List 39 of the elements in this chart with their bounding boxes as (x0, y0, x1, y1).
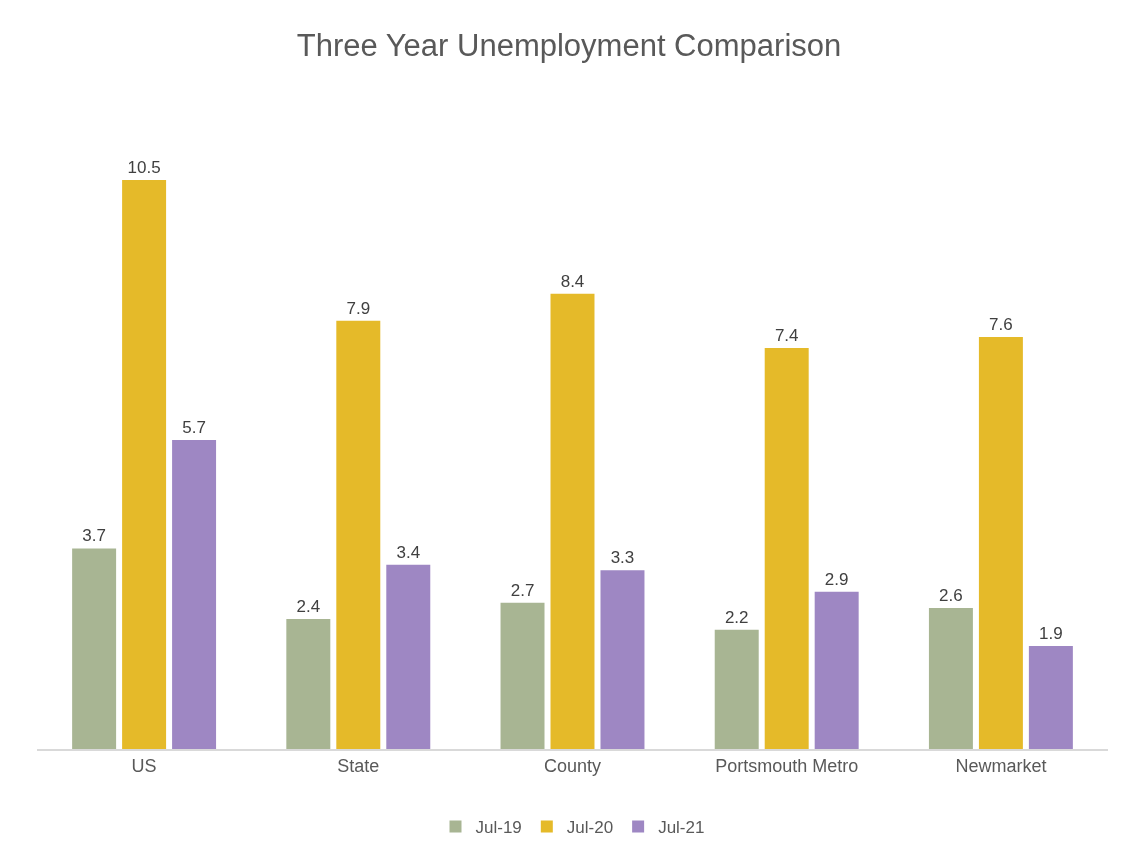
legend-label: Jul-21 (658, 818, 705, 838)
chart-title: Three Year Unemployment Comparison (296, 28, 842, 64)
x-tick-label: Newmarket (955, 756, 1047, 777)
bar (336, 320, 381, 749)
bar (978, 337, 1023, 749)
bar (1028, 646, 1073, 749)
x-tick-label: Portsmouth Metro (715, 756, 859, 777)
x-tick-label: US (131, 756, 157, 777)
bar (286, 618, 331, 749)
data-label: 7.9 (346, 298, 371, 318)
data-label: 10.5 (127, 157, 161, 177)
data-label: 3.3 (610, 548, 635, 568)
bar (814, 591, 859, 749)
data-label: 2.4 (296, 596, 321, 616)
bar (714, 629, 759, 749)
data-label: 2.7 (510, 580, 535, 600)
data-label: 1.9 (1039, 624, 1063, 644)
bar (386, 564, 431, 749)
bar (600, 570, 645, 749)
bar (764, 347, 809, 749)
data-label: 2.2 (724, 607, 749, 627)
legend-label: Jul-19 (475, 818, 522, 838)
bar (172, 440, 217, 749)
data-label: 8.4 (560, 271, 585, 291)
x-tick-label: State (337, 756, 380, 777)
bar (72, 548, 117, 749)
data-label: 3.7 (82, 526, 106, 546)
x-tick-label: County (543, 756, 602, 777)
legend-label: Jul-20 (566, 818, 614, 838)
data-label: 3.4 (396, 542, 421, 562)
data-label: 2.6 (939, 586, 963, 606)
bar (500, 602, 545, 749)
data-label: 7.4 (774, 325, 799, 345)
data-label: 7.6 (989, 315, 1013, 335)
data-label: 2.9 (824, 569, 849, 589)
data-label: 5.7 (182, 418, 206, 438)
bar (122, 179, 167, 749)
bar (550, 293, 595, 749)
bar (928, 608, 973, 749)
